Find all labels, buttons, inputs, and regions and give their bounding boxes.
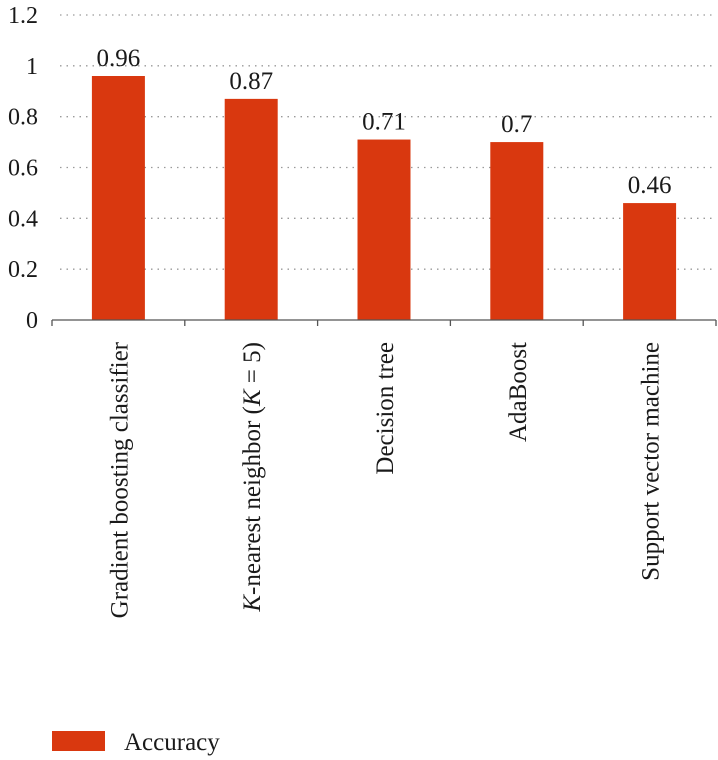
category-label-4: Support vector machine: [638, 342, 665, 581]
value-label-1: 0.87: [229, 68, 273, 95]
legend-label-accuracy: Accuracy: [124, 729, 220, 756]
value-label-2: 0.71: [362, 109, 406, 136]
category-label-1: K-nearest neighbor (K = 5): [239, 342, 266, 613]
bar-3: [490, 142, 544, 320]
y-tick-label-5: 1: [26, 54, 38, 80]
bar-2: [357, 139, 411, 320]
value-label-0: 0.96: [97, 45, 141, 72]
category-labels: Gradient boosting classifier K-nearest ne…: [106, 341, 664, 618]
category-label-2: Decision tree: [372, 342, 399, 475]
y-tick-label-4: 0.8: [8, 105, 38, 131]
bar-1: [224, 98, 278, 320]
value-labels: 0.96 0.87 0.71 0.7 0.46: [97, 45, 672, 199]
legend: Accuracy: [52, 729, 220, 756]
value-label-3: 0.7: [501, 111, 532, 138]
legend-swatch-accuracy: [52, 731, 105, 751]
y-tick-label-0: 0: [26, 308, 38, 334]
y-tick-label-6: 1.2: [8, 3, 38, 29]
category-label-3: AdaBoost: [505, 342, 532, 442]
gridlines: [60, 14, 716, 270]
y-axis-ticks: 0 0.2 0.4 0.6 0.8 1 1.2: [8, 3, 38, 334]
bars: [91, 76, 677, 320]
bar-0: [91, 76, 145, 320]
y-tick-label-1: 0.2: [8, 257, 38, 283]
bar-4: [623, 203, 677, 320]
category-label-0: Gradient boosting classifier: [106, 341, 133, 618]
y-tick-label-3: 0.6: [8, 156, 38, 182]
x-axis: [51, 319, 717, 326]
y-tick-label-2: 0.4: [8, 206, 38, 232]
value-label-4: 0.46: [628, 172, 672, 199]
